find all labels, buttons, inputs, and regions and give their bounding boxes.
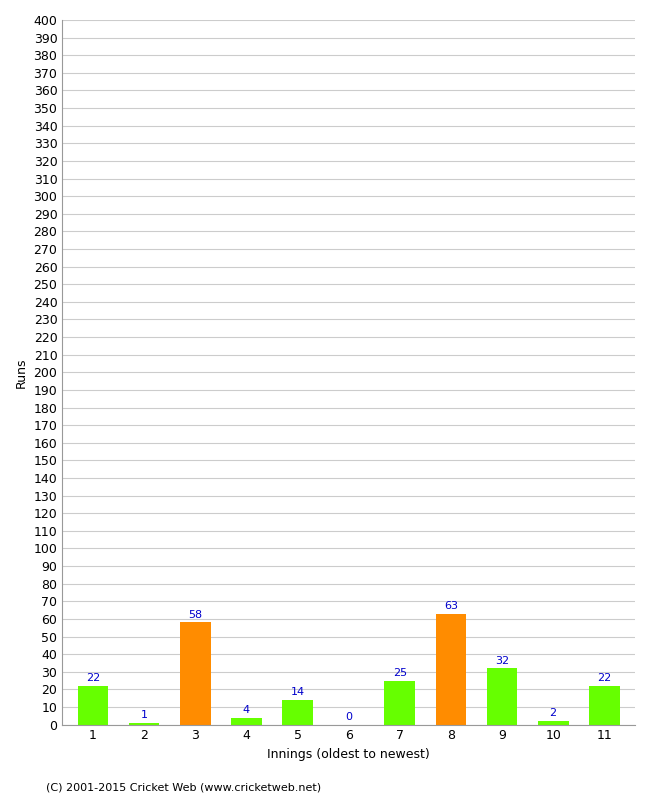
Bar: [487, 668, 517, 725]
Text: 22: 22: [597, 673, 612, 683]
Text: 32: 32: [495, 655, 509, 666]
Bar: [436, 614, 466, 725]
Bar: [282, 700, 313, 725]
Text: 14: 14: [291, 687, 305, 698]
Text: 58: 58: [188, 610, 202, 620]
Text: 0: 0: [345, 712, 352, 722]
Bar: [384, 681, 415, 725]
Text: 2: 2: [550, 709, 557, 718]
Text: 4: 4: [243, 705, 250, 715]
Text: 25: 25: [393, 668, 407, 678]
Y-axis label: Runs: Runs: [15, 357, 28, 387]
Bar: [538, 721, 569, 725]
Text: 22: 22: [86, 673, 100, 683]
Bar: [231, 718, 262, 725]
Bar: [180, 622, 211, 725]
Bar: [129, 723, 159, 725]
Bar: [77, 686, 109, 725]
Text: 63: 63: [444, 601, 458, 611]
Text: 1: 1: [140, 710, 148, 720]
Text: (C) 2001-2015 Cricket Web (www.cricketweb.net): (C) 2001-2015 Cricket Web (www.cricketwe…: [46, 782, 320, 792]
X-axis label: Innings (oldest to newest): Innings (oldest to newest): [267, 748, 430, 761]
Bar: [589, 686, 619, 725]
